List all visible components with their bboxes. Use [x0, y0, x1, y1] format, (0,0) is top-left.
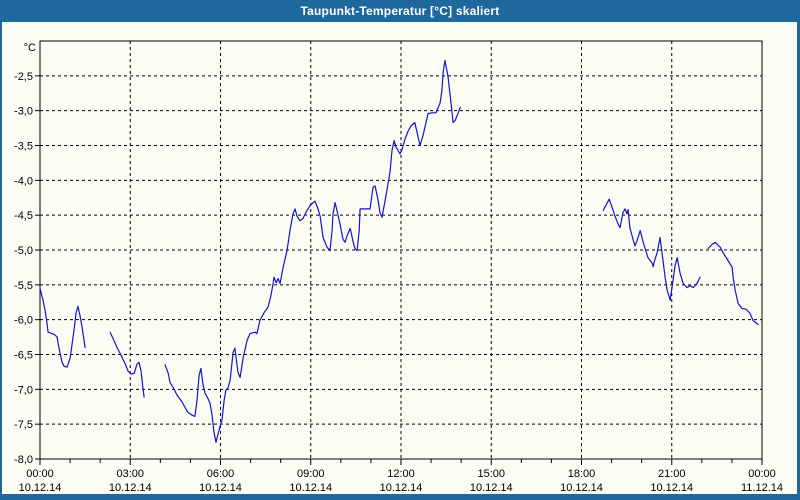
- x-tick-date-label: 10.12.14: [560, 482, 603, 494]
- x-tick-date-label: 10.12.14: [650, 482, 693, 494]
- x-tick-date-label: 10.12.14: [109, 482, 152, 494]
- y-tick-label: -3,0: [14, 106, 33, 118]
- y-tick-label: -5,5: [14, 280, 33, 292]
- x-tick-time-label: 15:00: [477, 468, 505, 480]
- y-tick-label: -3,5: [14, 141, 33, 153]
- y-tick-label: -8,0: [14, 454, 33, 466]
- x-tick-time-label: 18:00: [568, 468, 596, 480]
- x-tick-time-label: 09:00: [297, 468, 325, 480]
- y-tick-label: -4,5: [14, 210, 33, 222]
- window-border-left: [0, 22, 2, 500]
- x-tick-time-label: 21:00: [658, 468, 686, 480]
- y-tick-label: -5,0: [14, 245, 33, 257]
- plot-border: [39, 40, 763, 460]
- x-tick-date-label: 10.12.14: [380, 482, 423, 494]
- x-tick-date-label: 10.12.14: [199, 482, 242, 494]
- series-line-segment: [39, 287, 86, 368]
- x-tick-date-label: 11.12.14: [741, 482, 783, 494]
- x-tick-time-label: 03:00: [116, 468, 144, 480]
- x-tick-date-label: 10.12.14: [470, 482, 513, 494]
- y-tick-label: -7,5: [14, 419, 33, 431]
- window-title: Taupunkt-Temperatur [°C] skaliert: [300, 4, 500, 18]
- y-tick-label: -7,0: [14, 384, 33, 396]
- x-tick-date-label: 10.12.14: [19, 482, 62, 494]
- series-line-segment: [109, 331, 145, 398]
- x-tick-time-label: 06:00: [207, 468, 235, 480]
- series-line-segment: [707, 241, 759, 326]
- y-tick-label: -4,0: [14, 175, 33, 187]
- window-border-bottom: [0, 494, 800, 500]
- y-tick-label: -6,0: [14, 315, 33, 327]
- series-line-segment: [164, 59, 461, 443]
- y-tick-label: -6,5: [14, 350, 33, 362]
- y-axis-unit-label: °C: [24, 42, 36, 54]
- x-tick-time-label: 12:00: [387, 468, 415, 480]
- window-titlebar: Taupunkt-Temperatur [°C] skaliert: [0, 0, 800, 22]
- series-line-segment: [602, 198, 701, 301]
- x-tick-time-label: 00:00: [748, 468, 776, 480]
- x-tick-date-label: 10.12.14: [289, 482, 332, 494]
- window-border-right: [797, 22, 800, 500]
- chart-canvas: -2,5 -3,0 -3,5 -4,0 -4,5 -5,0 -5,5 -6,0 -6,5 -7,0…: [14, 40, 783, 494]
- y-tick-label: -2,5: [14, 71, 33, 83]
- x-tick-time-label: 00:00: [26, 468, 54, 480]
